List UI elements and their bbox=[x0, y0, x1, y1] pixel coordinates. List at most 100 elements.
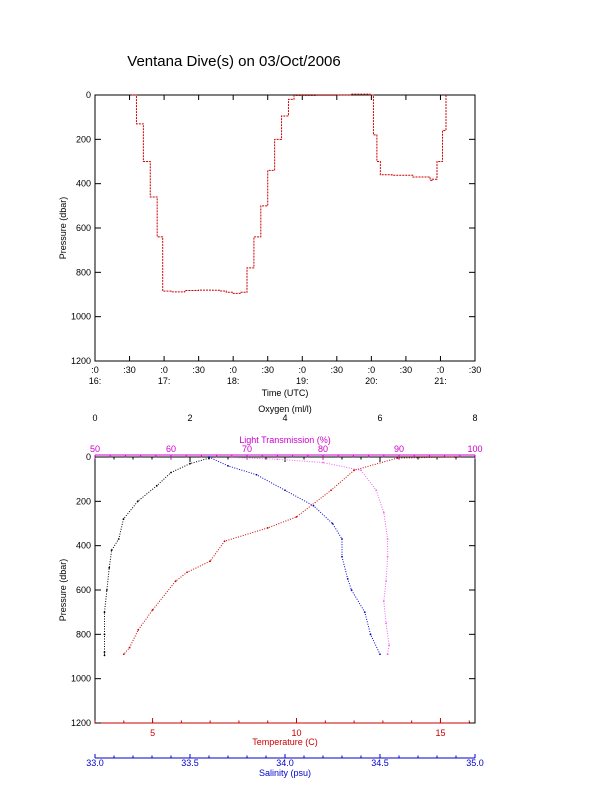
profile-series-0 bbox=[103, 457, 210, 657]
profile-trace bbox=[104, 457, 210, 656]
time-x-tick-label: :0 bbox=[437, 365, 445, 375]
profile-point bbox=[369, 633, 372, 636]
time-x-tick-label: :0 bbox=[229, 365, 237, 375]
profile-point bbox=[276, 458, 279, 461]
profile-point bbox=[341, 538, 343, 540]
axis-title: Salinity (psu) bbox=[259, 768, 311, 778]
profile-point bbox=[375, 489, 378, 492]
profile-trace bbox=[123, 456, 455, 655]
time-x-tick-label: :30 bbox=[123, 365, 136, 375]
profile-point bbox=[108, 566, 111, 569]
time-series bbox=[131, 93, 447, 294]
time-x-tick-label: :0 bbox=[160, 365, 168, 375]
axis-title: Light Transmission (%) bbox=[239, 435, 331, 445]
profile-point bbox=[386, 653, 389, 656]
profile-point bbox=[266, 527, 269, 529]
time-y-ticks: 0 200 400 600 800 1000 1200 bbox=[71, 90, 475, 366]
time-y-tick-label: 1000 bbox=[71, 312, 91, 322]
axis-tick-label: 5 bbox=[150, 728, 155, 738]
axis-title: Oxygen (ml/l) bbox=[258, 404, 312, 414]
profile-point bbox=[117, 538, 120, 540]
profile-point bbox=[330, 489, 332, 492]
profile-point bbox=[382, 511, 385, 514]
time-y-tick-label: 800 bbox=[76, 267, 91, 277]
time-y-tick-label: 0 bbox=[86, 90, 91, 100]
profile-point bbox=[385, 580, 387, 583]
profile-point bbox=[331, 522, 334, 525]
time-x-tick-label: :0 bbox=[91, 365, 99, 375]
chart-title: Ventana Dive(s) on 03/Oct/2006 bbox=[127, 53, 340, 70]
dive-time-chart: Ventana Dive(s) on 03/Oct/2006 :016::30:… bbox=[58, 53, 481, 398]
profile-point bbox=[103, 633, 106, 636]
profile-point bbox=[284, 489, 286, 492]
time-x-tick-label: :30 bbox=[469, 365, 482, 375]
profile-y-tick-label: 200 bbox=[76, 496, 91, 506]
profile-point bbox=[103, 611, 106, 614]
axis-tick-label: 100 bbox=[467, 444, 482, 454]
pressure-trace bbox=[131, 93, 447, 294]
profile-point bbox=[346, 578, 349, 580]
profile-y-tick-label: 1200 bbox=[71, 718, 91, 728]
axis-title: Temperature (C) bbox=[252, 737, 318, 747]
time-x-tick-label-hour: 19: bbox=[296, 376, 309, 386]
axis-tick-label: 4 bbox=[282, 413, 287, 423]
profile-y-tick-label: 600 bbox=[76, 585, 91, 595]
profile-point bbox=[170, 471, 172, 474]
profile-axes: 0 2 4 6 8 Oxygen (ml/l) 50 60 70 80 90 100 Light Tra… bbox=[86, 404, 484, 778]
time-x-tick-label-hour: 21: bbox=[434, 376, 447, 386]
profile-point bbox=[353, 469, 355, 472]
profile-point bbox=[227, 464, 229, 467]
time-x-tick-label: :30 bbox=[400, 365, 413, 375]
axis-tick-label: 2 bbox=[187, 413, 192, 423]
profile-point bbox=[312, 504, 315, 507]
time-x-tick-label-hour: 20: bbox=[365, 376, 378, 386]
profile-point bbox=[223, 540, 226, 543]
profile-point bbox=[230, 456, 233, 459]
profile-y-tick-label: 0 bbox=[86, 452, 91, 462]
profile-plot-frame bbox=[94, 456, 476, 724]
time-plot-frame bbox=[94, 94, 476, 362]
axis-tick-label: 34.0 bbox=[276, 758, 294, 768]
profile-trace bbox=[208, 456, 381, 655]
profile-point bbox=[453, 456, 456, 458]
axis-tick-label: 34.5 bbox=[371, 758, 389, 768]
time-x-tick-label: :0 bbox=[368, 365, 376, 375]
profile-point bbox=[341, 555, 343, 558]
profile-point bbox=[103, 651, 106, 653]
axis-tick-label: 10 bbox=[292, 728, 302, 738]
profile-point bbox=[208, 456, 210, 458]
axis-tick-label: 6 bbox=[377, 413, 382, 423]
profile-series-2 bbox=[122, 456, 456, 656]
axis-tick-label: 33.5 bbox=[181, 758, 199, 768]
profile-point bbox=[151, 609, 154, 611]
profile-point bbox=[382, 600, 385, 602]
axis-tick-label: 90 bbox=[394, 444, 404, 454]
profile-series-3 bbox=[208, 456, 381, 656]
axis-tick-label: 8 bbox=[472, 413, 477, 423]
time-y-tick-label: 400 bbox=[76, 179, 91, 189]
time-y-tick-label: 600 bbox=[76, 223, 91, 233]
profile-series bbox=[103, 456, 456, 657]
profile-y-tick-label: 800 bbox=[76, 629, 91, 639]
profile-point bbox=[388, 644, 391, 647]
profile-point bbox=[103, 654, 106, 657]
axis-tick-label: 50 bbox=[90, 444, 100, 454]
time-x-ticks: :016::30:017::30:018::30:019::30:020::30… bbox=[89, 95, 482, 386]
time-x-tick-label-hour: 18: bbox=[227, 376, 240, 386]
time-x-axis-label: Time (UTC) bbox=[262, 388, 309, 398]
time-y-tick-label: 1200 bbox=[71, 356, 91, 366]
profile-point bbox=[396, 457, 399, 460]
time-x-tick-label-hour: 16: bbox=[89, 376, 102, 386]
profile-point bbox=[155, 484, 158, 487]
axis-tick-label: 70 bbox=[242, 444, 252, 454]
profile-y-tick-label: 400 bbox=[76, 541, 91, 551]
axis-tick-label: 80 bbox=[318, 444, 328, 454]
time-x-tick-label: :30 bbox=[331, 365, 344, 375]
axis-tick-label: 15 bbox=[435, 728, 445, 738]
profile-point bbox=[189, 462, 191, 465]
time-y-axis-label: Pressure (dbar) bbox=[58, 197, 68, 260]
profile-point bbox=[122, 653, 125, 656]
profile-y-tick-label: 1000 bbox=[71, 674, 91, 684]
axis-tick-label: 60 bbox=[166, 444, 176, 454]
